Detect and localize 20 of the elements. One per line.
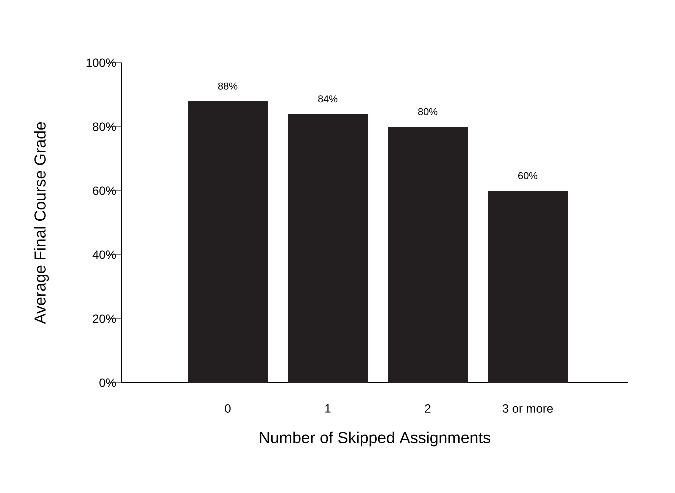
data-label: 60% bbox=[518, 172, 538, 180]
bar bbox=[288, 114, 368, 383]
y-tick-label: 40% bbox=[92, 250, 116, 260]
y-axis-title: Average Final Course Grade bbox=[34, 122, 50, 324]
bar bbox=[188, 101, 268, 383]
y-tick-label: 100% bbox=[86, 58, 116, 68]
bar bbox=[388, 126, 468, 383]
y-tick-label: 0% bbox=[100, 378, 116, 388]
data-label: 80% bbox=[418, 108, 438, 116]
x-tick-label: 0 bbox=[225, 404, 231, 413]
y-tick-label: 60% bbox=[93, 186, 116, 196]
x-axis-title: Number of Skipped Assignments bbox=[260, 432, 490, 447]
data-label: 88% bbox=[218, 82, 238, 90]
x-tick-label: 2 bbox=[425, 404, 431, 413]
y-tick-label: 20% bbox=[93, 314, 116, 324]
x-tick-label: 1 bbox=[326, 404, 331, 413]
data-label: 84% bbox=[318, 96, 338, 103]
bar bbox=[488, 190, 568, 383]
y-tick-label: 80% bbox=[93, 122, 116, 132]
x-tick-label: 3 or more bbox=[502, 404, 554, 413]
